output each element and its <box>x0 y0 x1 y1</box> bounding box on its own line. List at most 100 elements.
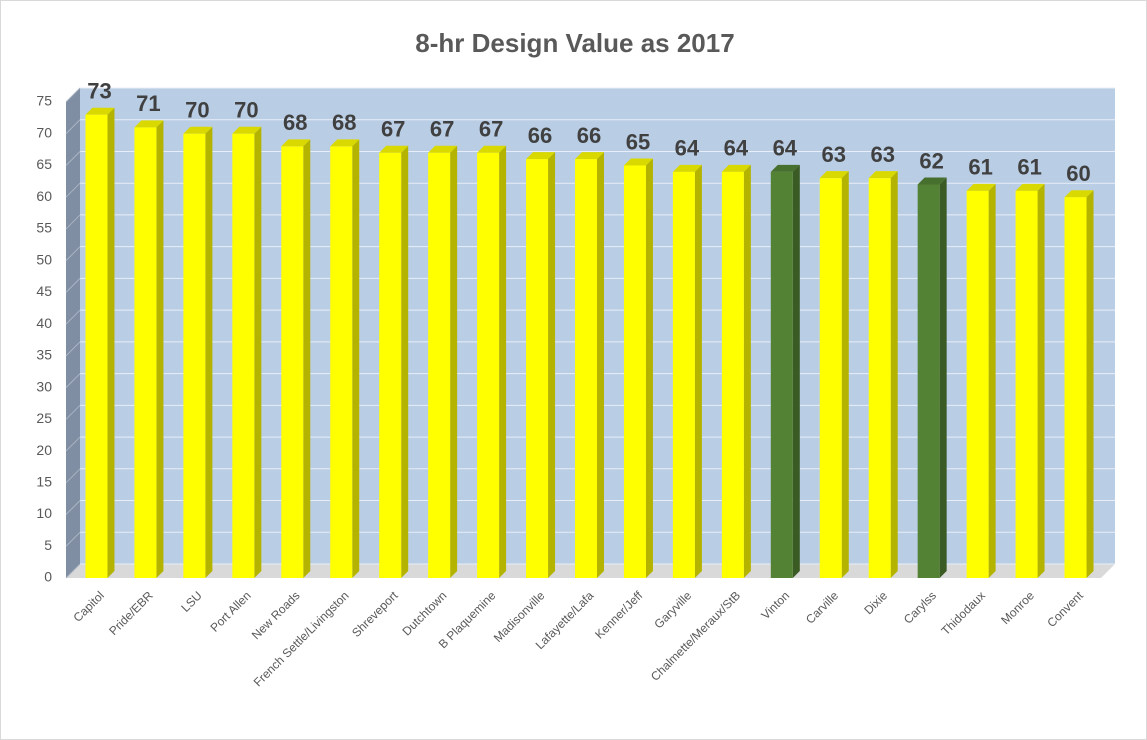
data-label: 64 <box>675 136 700 161</box>
side-wall <box>66 88 80 578</box>
bar <box>428 152 451 579</box>
bar-side <box>939 177 947 579</box>
bar <box>623 165 646 578</box>
bar-side <box>499 145 507 579</box>
y-tick-label: 60 <box>36 188 52 204</box>
bar-top <box>477 145 507 153</box>
grid-line <box>65 436 81 452</box>
bar-side <box>450 145 458 579</box>
y-tick-label: 70 <box>36 124 52 140</box>
bar-side <box>645 158 653 578</box>
bar-top <box>819 171 849 179</box>
bar <box>966 190 989 578</box>
grid-line <box>65 373 81 388</box>
data-label: 65 <box>626 129 650 154</box>
bar-side <box>107 107 115 579</box>
bar-top <box>623 158 653 166</box>
bar-side <box>694 164 702 578</box>
data-label: 64 <box>773 136 798 161</box>
bar <box>526 159 549 578</box>
bar <box>379 152 402 579</box>
bar-side <box>890 171 898 578</box>
bar-top <box>526 152 556 160</box>
bar <box>1015 190 1038 578</box>
y-tick-label: 15 <box>36 474 52 490</box>
bar-top <box>917 177 947 185</box>
bar-side <box>597 152 604 578</box>
bar <box>477 152 500 579</box>
data-label: 66 <box>528 123 552 148</box>
bar <box>721 171 744 578</box>
bar-side <box>254 126 262 578</box>
bar-side <box>743 164 751 578</box>
bar-top <box>232 126 262 134</box>
grid-line <box>65 309 81 325</box>
bar-top <box>721 164 751 172</box>
y-tick-label: 20 <box>36 442 52 458</box>
data-label: 70 <box>234 98 258 123</box>
bar-side <box>352 139 360 578</box>
data-label: 63 <box>822 142 846 167</box>
bar-side <box>205 126 213 578</box>
y-tick-label: 55 <box>36 220 52 236</box>
y-tick-label: 45 <box>36 283 52 299</box>
bar-side <box>988 183 996 578</box>
y-tick-label: 35 <box>36 347 52 363</box>
y-tick-label: 25 <box>36 410 52 426</box>
bar <box>134 127 157 579</box>
data-label: 61 <box>968 155 992 180</box>
y-tick-label: 75 <box>36 93 52 109</box>
bar-top <box>1064 190 1094 198</box>
y-tick-label: 65 <box>36 156 52 172</box>
data-label: 67 <box>479 117 503 142</box>
grid-line <box>65 246 81 262</box>
bar-side <box>156 120 164 579</box>
chart-title: 8-hr Design Value as 2017 <box>415 28 734 58</box>
y-tick-label: 40 <box>36 315 52 331</box>
data-label: 67 <box>381 117 405 142</box>
bar-top <box>966 183 996 191</box>
grid-line <box>65 182 81 198</box>
grid-line <box>65 468 81 484</box>
data-label: 60 <box>1066 161 1090 186</box>
bar <box>85 114 108 579</box>
grid-line <box>65 278 81 293</box>
y-tick-label: 10 <box>36 505 52 521</box>
bar-side <box>401 145 409 579</box>
data-label: 64 <box>724 136 749 161</box>
data-label: 61 <box>1017 155 1041 180</box>
bar-top <box>428 145 458 153</box>
grid-line <box>65 87 81 103</box>
y-tick-label: 30 <box>36 378 52 394</box>
data-label: 68 <box>332 110 356 135</box>
bar <box>672 171 695 578</box>
bar-side <box>792 164 800 578</box>
grid-line <box>65 214 81 230</box>
grid-line <box>65 119 81 135</box>
bar-top <box>1015 183 1045 191</box>
y-tick-label: 5 <box>44 537 52 553</box>
grid-line <box>65 531 81 547</box>
bar <box>1064 197 1087 578</box>
y-tick-label: 0 <box>44 569 52 585</box>
bar <box>868 178 891 578</box>
bar-side <box>548 152 556 578</box>
bar-top <box>672 164 702 172</box>
bar-top <box>183 126 213 134</box>
bar-side <box>841 171 849 578</box>
bar-top <box>575 152 604 160</box>
grid-line <box>65 341 81 357</box>
bar-top <box>330 139 360 147</box>
bar <box>330 146 353 578</box>
bar <box>183 133 206 578</box>
bar <box>575 159 597 578</box>
data-label: 63 <box>870 142 894 167</box>
data-label: 73 <box>87 79 111 104</box>
data-label: 66 <box>577 123 601 148</box>
data-label: 68 <box>283 110 307 135</box>
bar-top <box>770 164 800 172</box>
bar-top <box>868 171 898 179</box>
grid-line <box>65 500 81 515</box>
data-label: 70 <box>185 98 209 123</box>
